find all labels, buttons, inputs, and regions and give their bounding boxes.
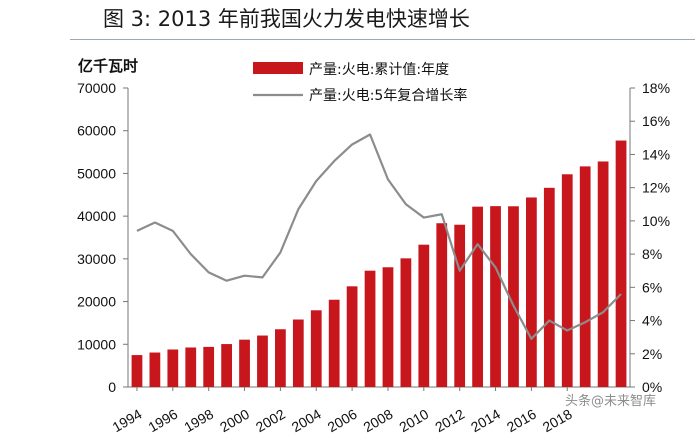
bar-2010 bbox=[418, 244, 430, 387]
x-tick-label: 2010 bbox=[396, 406, 431, 436]
x-tick-label: 2006 bbox=[325, 406, 360, 436]
bar-2009 bbox=[400, 258, 412, 387]
right-tick-label: 0% bbox=[642, 379, 662, 395]
x-tick-label: 1994 bbox=[109, 406, 144, 436]
right-tick-label: 18% bbox=[642, 80, 670, 96]
plot-area: 0 10000 20000 30000 40000 50000 60000 70000 0% 2… bbox=[77, 80, 670, 435]
x-tick-label: 1996 bbox=[145, 406, 180, 436]
bar-2021 bbox=[615, 140, 627, 387]
figure-title: 图 3: 2013 年前我国火力发电快速增长 bbox=[103, 7, 470, 31]
left-tick-labels: 0 10000 20000 30000 40000 50000 60000 70000 bbox=[77, 80, 128, 395]
x-tick-label: 2014 bbox=[468, 406, 503, 436]
left-tick-label: 10000 bbox=[77, 336, 116, 352]
x-tick-label: 2002 bbox=[253, 406, 288, 436]
bar-2014 bbox=[490, 206, 501, 387]
bar-2012 bbox=[454, 224, 466, 387]
right-tick-label: 16% bbox=[642, 113, 670, 129]
bar-2015 bbox=[508, 206, 519, 387]
bar-2006 bbox=[346, 286, 358, 387]
legend-bar-swatch bbox=[253, 62, 303, 74]
bar-1997 bbox=[185, 347, 197, 387]
bar-2020 bbox=[597, 161, 609, 387]
bar-1994 bbox=[131, 355, 143, 387]
bar-2003 bbox=[292, 319, 304, 387]
legend: 产量:火电:累计值:年度 产量:火电:5年复合增长率 bbox=[253, 62, 467, 104]
x-tick-label: 2000 bbox=[217, 406, 252, 436]
left-tick-label: 30000 bbox=[77, 251, 116, 267]
title-rule bbox=[70, 39, 695, 40]
bar-1996 bbox=[167, 349, 179, 387]
bar-2001 bbox=[257, 335, 268, 387]
bar-2007 bbox=[364, 270, 376, 387]
x-tick-label: 1998 bbox=[181, 406, 216, 436]
watermark-text-2: 未来智库 bbox=[604, 393, 656, 409]
right-tick-label: 2% bbox=[642, 346, 662, 362]
bar-2019 bbox=[579, 166, 591, 387]
watermark-text-1: 头条 bbox=[565, 393, 591, 409]
left-axis-unit-label: 亿千瓦时 bbox=[78, 57, 138, 75]
bar-2018 bbox=[561, 174, 573, 387]
bar-1995 bbox=[149, 352, 161, 387]
right-tick-label: 10% bbox=[642, 213, 670, 229]
right-tick-label: 4% bbox=[642, 313, 662, 329]
legend-line-label: 产量:火电:5年复合增长率 bbox=[309, 87, 467, 104]
bar-2005 bbox=[328, 299, 340, 387]
x-tick-label: 2016 bbox=[504, 406, 539, 436]
right-tick-labels: 0% 2% 4% 6% 8% 10% 12% 14% 16% 18% bbox=[630, 80, 670, 395]
bar-2008 bbox=[382, 267, 394, 387]
watermark: 头条 @ 未来智库 bbox=[565, 393, 656, 409]
left-tick-label: 40000 bbox=[77, 208, 116, 224]
left-tick-label: 20000 bbox=[77, 294, 116, 310]
right-tick-label: 8% bbox=[642, 246, 662, 262]
right-tick-label: 14% bbox=[642, 146, 670, 162]
growth-rate-line bbox=[136, 133, 622, 340]
x-tick-label: 2008 bbox=[360, 406, 395, 436]
left-tick-label: 60000 bbox=[77, 123, 116, 139]
bar-1999 bbox=[221, 344, 232, 387]
left-tick-label: 0 bbox=[108, 379, 116, 395]
bar-2002 bbox=[275, 329, 286, 387]
bar-2004 bbox=[310, 310, 322, 387]
bar-2016 bbox=[526, 197, 537, 387]
x-tick-labels: 1994 1996 1998 2000 2002 2004 2006 2008 2010 2012… bbox=[109, 387, 575, 436]
watermark-at: @ bbox=[591, 394, 604, 409]
legend-bar-label: 产量:火电:累计值:年度 bbox=[309, 62, 449, 78]
bar-2013 bbox=[472, 206, 483, 387]
x-tick-label: 2004 bbox=[289, 406, 324, 436]
x-tick-label: 2018 bbox=[540, 406, 575, 436]
bar-2011 bbox=[436, 223, 448, 387]
x-tick-label: 2012 bbox=[432, 406, 467, 436]
bar-1998 bbox=[203, 346, 215, 387]
bar-2000 bbox=[239, 339, 250, 387]
bar-2017 bbox=[543, 187, 555, 387]
bar-series bbox=[131, 140, 627, 387]
left-tick-label: 50000 bbox=[77, 165, 116, 181]
right-tick-label: 6% bbox=[642, 279, 662, 295]
left-tick-label: 70000 bbox=[77, 80, 116, 96]
right-tick-label: 12% bbox=[642, 180, 670, 196]
